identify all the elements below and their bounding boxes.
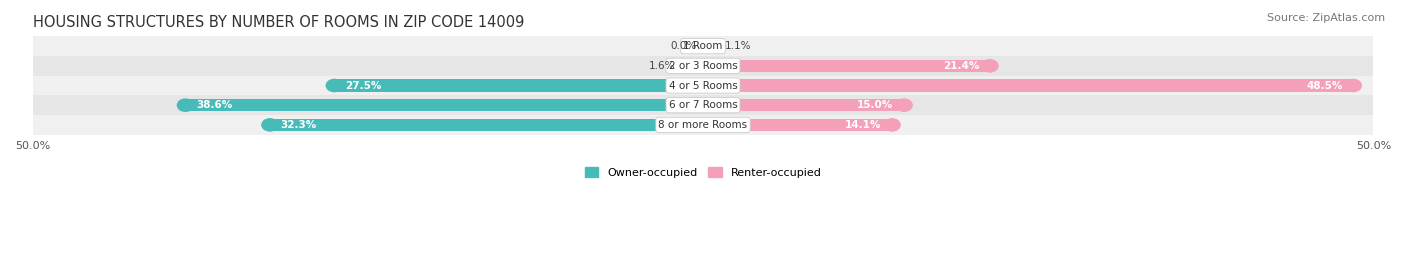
- Bar: [703, 119, 891, 131]
- Text: 15.0%: 15.0%: [858, 100, 893, 110]
- Legend: Owner-occupied, Renter-occupied: Owner-occupied, Renter-occupied: [581, 163, 825, 182]
- Text: 1.6%: 1.6%: [648, 61, 675, 71]
- Text: 1.1%: 1.1%: [724, 41, 751, 51]
- Text: 21.4%: 21.4%: [943, 61, 979, 71]
- Bar: [703, 99, 904, 111]
- Text: 2 or 3 Rooms: 2 or 3 Rooms: [669, 61, 737, 71]
- Ellipse shape: [326, 79, 342, 92]
- Bar: [32, 56, 1374, 76]
- Bar: [703, 60, 990, 72]
- Text: 32.3%: 32.3%: [281, 120, 316, 130]
- Ellipse shape: [695, 60, 711, 72]
- Ellipse shape: [695, 99, 711, 111]
- Ellipse shape: [177, 99, 194, 111]
- Text: 0.0%: 0.0%: [671, 41, 696, 51]
- Text: 8 or more Rooms: 8 or more Rooms: [658, 120, 748, 130]
- Ellipse shape: [896, 99, 912, 111]
- Text: 4 or 5 Rooms: 4 or 5 Rooms: [669, 80, 737, 91]
- Ellipse shape: [981, 60, 998, 72]
- Text: 48.5%: 48.5%: [1306, 80, 1343, 91]
- Ellipse shape: [695, 99, 711, 111]
- Ellipse shape: [695, 40, 711, 52]
- Ellipse shape: [1346, 79, 1361, 92]
- Text: 1 Room: 1 Room: [683, 41, 723, 51]
- Text: 27.5%: 27.5%: [344, 80, 381, 91]
- Bar: [682, 60, 703, 72]
- Bar: [32, 36, 1374, 56]
- Bar: [270, 119, 703, 131]
- Text: Source: ZipAtlas.com: Source: ZipAtlas.com: [1267, 13, 1385, 23]
- Bar: [335, 79, 703, 92]
- Ellipse shape: [884, 119, 900, 131]
- Ellipse shape: [262, 119, 278, 131]
- Ellipse shape: [695, 119, 711, 131]
- Bar: [186, 99, 703, 111]
- Ellipse shape: [695, 79, 711, 92]
- Ellipse shape: [673, 60, 689, 72]
- Text: 6 or 7 Rooms: 6 or 7 Rooms: [669, 100, 737, 110]
- Bar: [32, 95, 1374, 115]
- Ellipse shape: [710, 40, 725, 52]
- Text: HOUSING STRUCTURES BY NUMBER OF ROOMS IN ZIP CODE 14009: HOUSING STRUCTURES BY NUMBER OF ROOMS IN…: [32, 15, 524, 30]
- Text: 14.1%: 14.1%: [845, 120, 882, 130]
- Bar: [703, 40, 717, 52]
- Bar: [32, 115, 1374, 135]
- Ellipse shape: [695, 79, 711, 92]
- Bar: [703, 79, 1353, 92]
- Text: 38.6%: 38.6%: [197, 100, 232, 110]
- Ellipse shape: [695, 60, 711, 72]
- Bar: [32, 76, 1374, 95]
- Ellipse shape: [695, 119, 711, 131]
